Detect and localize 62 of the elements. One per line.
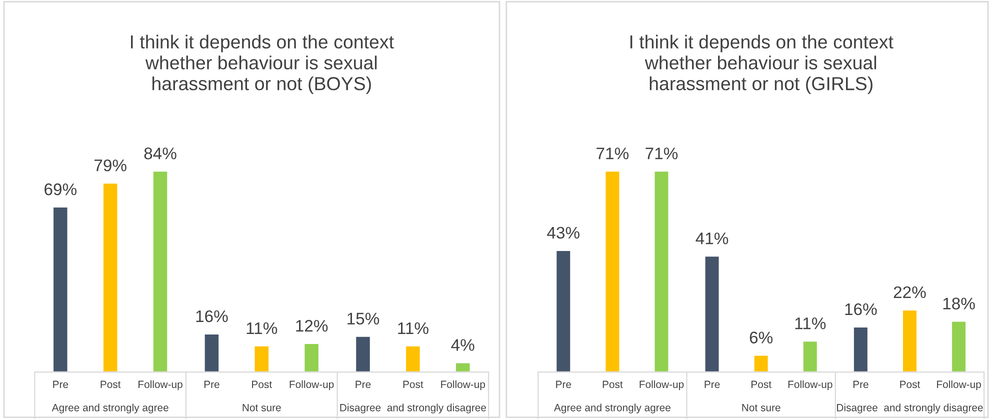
data-label: 71% xyxy=(646,148,678,160)
bar xyxy=(852,326,869,372)
data-label: 79% xyxy=(94,159,126,172)
bar xyxy=(102,182,119,372)
x-tick-label: Not sure xyxy=(242,404,281,412)
data-label: 16% xyxy=(845,303,877,316)
text: Post xyxy=(900,380,920,388)
text: Pre xyxy=(204,380,220,388)
x-tick-label: Agree and strongly agree xyxy=(52,404,168,414)
data-label: 4% xyxy=(451,339,474,351)
bar xyxy=(152,170,169,372)
bar xyxy=(704,255,720,372)
data-label: 16% xyxy=(196,310,228,322)
bar xyxy=(950,320,967,372)
text: Follow-up xyxy=(788,380,832,390)
text: Post xyxy=(252,380,272,388)
data-label: 15% xyxy=(348,312,380,325)
series-label: Post xyxy=(100,380,121,388)
x-tick-label: Agree and strongly agree xyxy=(554,404,670,414)
chart-title: I think it depends on the context whether behaviour is sexual harassment or not (BOYS) xyxy=(130,34,394,94)
bar xyxy=(802,340,818,372)
data-label: 12% xyxy=(296,320,328,332)
text: Follow-up xyxy=(441,380,485,390)
x-tick-label: Not sure xyxy=(742,404,780,412)
bar xyxy=(404,345,422,372)
data-label: 11% xyxy=(795,318,826,330)
data-label: 11% xyxy=(398,322,428,334)
data-label: 69% xyxy=(44,183,76,196)
bar xyxy=(354,335,372,372)
bar xyxy=(604,170,621,372)
text: Post xyxy=(403,380,424,388)
data-label: 43% xyxy=(547,226,580,239)
data-label: 71% xyxy=(596,148,629,160)
series-label: Follow-up xyxy=(138,380,182,390)
text: Pre xyxy=(704,380,720,388)
text: Pre xyxy=(356,380,371,388)
chart-title: I think it depends on the context whether behaviour is sexual harassment or not (GIRLS) xyxy=(630,34,894,94)
data-label: 41% xyxy=(696,232,728,244)
data-label: 22% xyxy=(894,286,926,298)
x-tick-label: Disagree and strongly disagree xyxy=(837,404,983,414)
bar xyxy=(203,333,220,372)
bar xyxy=(253,345,270,372)
text: Pre xyxy=(853,380,868,388)
bar xyxy=(555,250,572,372)
text: Post xyxy=(752,380,772,388)
data-label: 84% xyxy=(144,148,176,160)
bar xyxy=(303,342,320,372)
x-tick-label: Disagree and strongly disagree xyxy=(340,404,486,414)
bar xyxy=(902,309,918,372)
series-label: Follow-up xyxy=(640,380,684,390)
bar xyxy=(653,170,670,372)
data-label: 6% xyxy=(750,332,773,344)
text: Follow-up xyxy=(290,380,334,390)
series-label: Post xyxy=(602,380,623,388)
series-label: Pre xyxy=(556,380,572,388)
data-label: 18% xyxy=(943,298,975,310)
bar xyxy=(52,206,69,372)
data-label: 11% xyxy=(246,322,278,334)
series-label: Pre xyxy=(53,380,68,388)
bar xyxy=(752,354,770,372)
text: Follow-up xyxy=(937,380,981,390)
bar xyxy=(454,362,472,372)
